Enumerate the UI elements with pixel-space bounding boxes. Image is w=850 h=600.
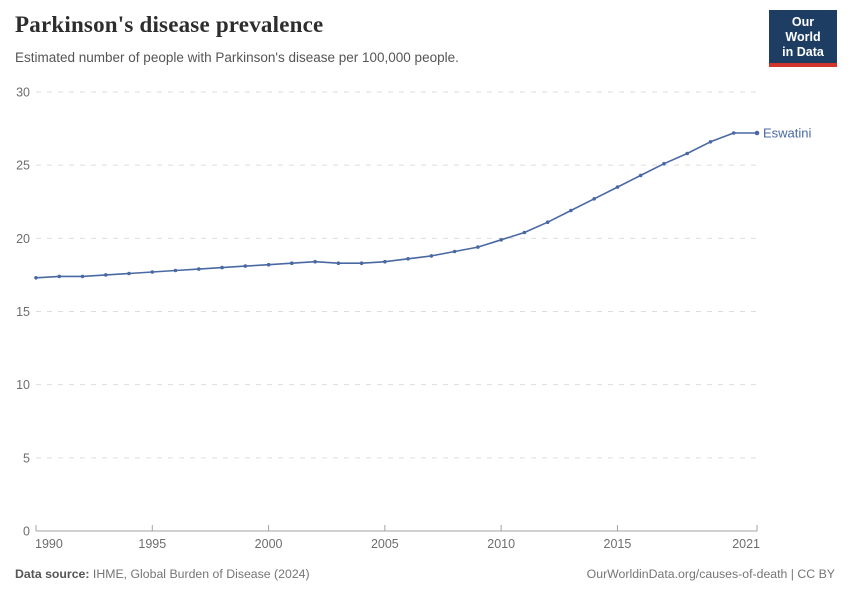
data-point-2017[interactable] <box>662 161 666 166</box>
data-point-2003[interactable] <box>336 261 341 265</box>
footer-license[interactable]: OurWorldinData.org/causes-of-death | CC … <box>586 567 835 581</box>
data-source-label: Data source: <box>15 567 90 581</box>
series-label-eswatini[interactable]: Eswatini <box>763 125 812 140</box>
data-point-2015[interactable] <box>615 185 620 189</box>
x-tick-label-2015: 2015 <box>604 537 632 551</box>
data-point-2013[interactable] <box>569 208 573 213</box>
data-point-2016[interactable] <box>638 173 643 178</box>
line-chart: 0 5 10 15 20 25 30 1990 1995 2000 2005 2010 2015 2021… <box>16 86 812 552</box>
data-point-1995[interactable] <box>150 270 155 274</box>
data-source-text: IHME, Global Burden of Disease (2024) <box>92 567 310 581</box>
y-tick-label-30: 30 <box>16 86 30 100</box>
data-point-2010[interactable] <box>499 238 504 242</box>
x-tick-label-1990: 1990 <box>35 537 63 551</box>
x-tick-label-1995: 1995 <box>138 537 166 551</box>
y-tick-label-5: 5 <box>23 451 30 465</box>
data-point-1993[interactable] <box>104 273 108 277</box>
y-tick-label-15: 15 <box>16 305 30 319</box>
data-point-1998[interactable] <box>220 265 224 270</box>
data-point-1990[interactable] <box>34 276 38 280</box>
data-point-1992[interactable] <box>80 274 85 279</box>
page-subtitle: Estimated number of people with Parkinso… <box>15 50 459 65</box>
data-point-2001[interactable] <box>290 261 294 265</box>
data-point-2009[interactable] <box>476 245 480 249</box>
data-point-2004[interactable] <box>359 261 364 265</box>
y-tick-label-0: 0 <box>23 525 30 539</box>
data-point-1996[interactable] <box>173 268 178 273</box>
data-point-2002[interactable] <box>313 259 317 264</box>
data-point-2021[interactable] <box>754 130 760 136</box>
y-tick-label-25: 25 <box>16 159 30 173</box>
data-point-2014[interactable] <box>592 197 596 201</box>
x-tick-label-2010: 2010 <box>487 537 515 551</box>
data-source: Data source: IHME, Global Burden of Dise… <box>15 567 310 581</box>
chart-footer: Data source: IHME, Global Burden of Dise… <box>15 567 835 581</box>
x-tick-label-2021: 2021 <box>732 537 760 551</box>
data-point-1994[interactable] <box>127 271 131 276</box>
data-point-2018[interactable] <box>685 151 689 156</box>
x-tick-label-2005: 2005 <box>371 537 399 551</box>
data-point-2005[interactable] <box>383 259 387 264</box>
data-point-2000[interactable] <box>266 262 271 267</box>
data-point-2006[interactable] <box>406 257 410 261</box>
page-title: Parkinson's disease prevalence <box>15 12 324 37</box>
data-point-1997[interactable] <box>197 267 201 271</box>
data-point-2019[interactable] <box>708 140 713 144</box>
data-point-2011[interactable] <box>522 230 527 235</box>
data-point-2020[interactable] <box>731 131 736 135</box>
data-point-2012[interactable] <box>545 220 550 224</box>
data-point-1999[interactable] <box>243 264 248 268</box>
y-tick-label-20: 20 <box>16 232 30 246</box>
x-tick-label-2000: 2000 <box>255 537 283 551</box>
owid-logo[interactable]: Our World in Data <box>769 10 837 68</box>
owid-logo-line1: Our World <box>785 15 821 44</box>
y-tick-label-10: 10 <box>16 378 30 392</box>
series-line-eswatini[interactable] <box>35 132 758 279</box>
data-point-2008[interactable] <box>452 249 457 254</box>
data-point-2007[interactable] <box>429 254 434 258</box>
data-point-1991[interactable] <box>57 274 62 279</box>
owid-logo-line2: in Data <box>782 44 824 59</box>
